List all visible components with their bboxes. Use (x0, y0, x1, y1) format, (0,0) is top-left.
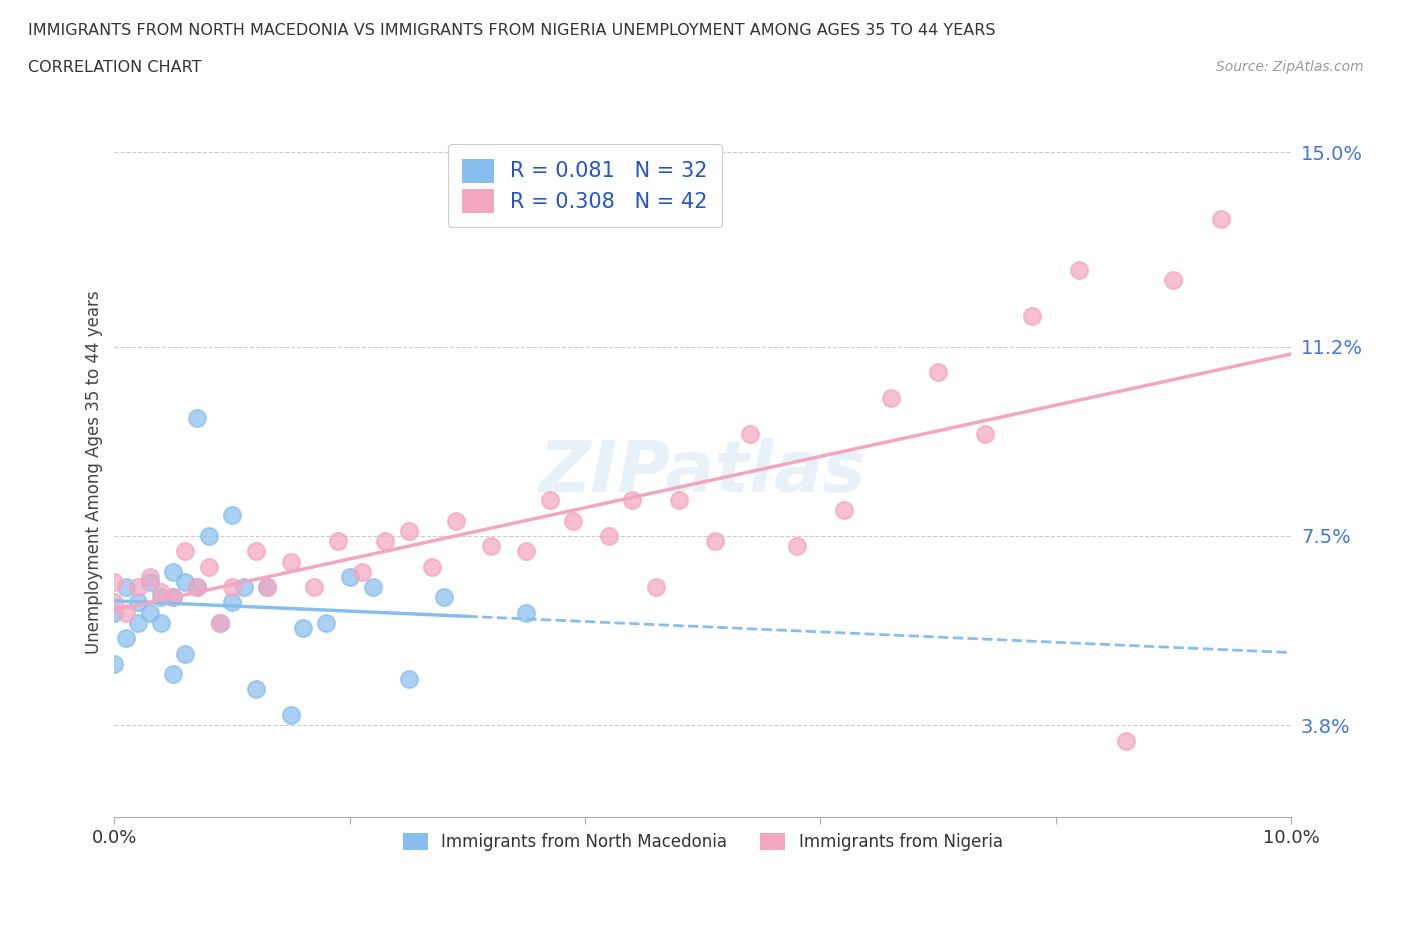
Point (703, 534, 725, 549)
Point (315, 616, 337, 631)
Point (115, 631, 138, 645)
Point (162, 565, 184, 579)
Point (209, 616, 232, 631)
Point (150, 585, 173, 600)
Point (232, 579, 254, 594)
Point (786, 538, 808, 553)
Point (150, 616, 173, 631)
Point (221, 595, 243, 610)
Point (598, 528, 620, 543)
Point (115, 605, 138, 620)
Point (127, 579, 149, 594)
Point (538, 493, 561, 508)
Text: IMMIGRANTS FROM NORTH MACEDONIA VS IMMIGRANTS FROM NIGERIA UNEMPLOYMENT AMONG AG: IMMIGRANTS FROM NORTH MACEDONIA VS IMMIG… (28, 23, 995, 38)
Point (927, 365, 949, 379)
Point (479, 538, 502, 553)
Point (398, 524, 420, 538)
Point (138, 575, 160, 590)
Point (186, 579, 208, 594)
Point (1209, 211, 1232, 226)
Point (103, 657, 125, 671)
Point (562, 513, 585, 528)
Point (174, 646, 197, 661)
Point (209, 616, 232, 631)
Point (256, 579, 278, 594)
Point (832, 503, 855, 518)
Point (174, 544, 197, 559)
Point (115, 579, 138, 594)
Point (138, 569, 160, 584)
Point (245, 544, 267, 559)
Legend: Immigrants from North Macedonia, Immigrants from Nigeria: Immigrants from North Macedonia, Immigra… (396, 826, 1010, 857)
Point (221, 579, 243, 594)
Point (162, 590, 184, 604)
Point (162, 590, 184, 604)
Point (621, 493, 644, 508)
Point (1021, 309, 1043, 324)
Point (433, 590, 456, 604)
Point (162, 667, 184, 682)
Point (363, 579, 385, 594)
Point (515, 605, 537, 620)
Text: Source: ZipAtlas.com: Source: ZipAtlas.com (1216, 60, 1364, 74)
Point (398, 671, 420, 686)
Point (103, 605, 125, 620)
Point (150, 590, 173, 604)
Point (221, 508, 243, 523)
Point (174, 575, 197, 590)
Point (103, 575, 125, 590)
Point (420, 559, 443, 574)
Point (280, 708, 302, 723)
Point (304, 579, 326, 594)
Point (186, 411, 208, 426)
Point (103, 595, 125, 610)
Point (326, 534, 349, 549)
Point (974, 426, 997, 441)
Point (1163, 272, 1185, 287)
Point (186, 579, 208, 594)
Point (374, 534, 396, 549)
Point (197, 559, 219, 574)
Point (245, 682, 267, 697)
Point (350, 565, 373, 579)
Point (444, 513, 467, 528)
Text: CORRELATION CHART: CORRELATION CHART (28, 60, 201, 75)
Point (256, 579, 278, 594)
Point (644, 579, 666, 594)
Point (291, 620, 314, 635)
Point (515, 544, 537, 559)
Point (138, 605, 160, 620)
Point (127, 616, 149, 631)
Point (1115, 733, 1137, 748)
Point (668, 493, 690, 508)
Y-axis label: Unemployment Among Ages 35 to 44 years: Unemployment Among Ages 35 to 44 years (86, 290, 103, 654)
Point (197, 528, 219, 543)
Point (1069, 262, 1091, 277)
Point (127, 595, 149, 610)
Point (738, 426, 761, 441)
Point (339, 569, 361, 584)
Text: ZIPatlas: ZIPatlas (538, 437, 866, 507)
Point (880, 391, 903, 405)
Point (280, 554, 302, 569)
